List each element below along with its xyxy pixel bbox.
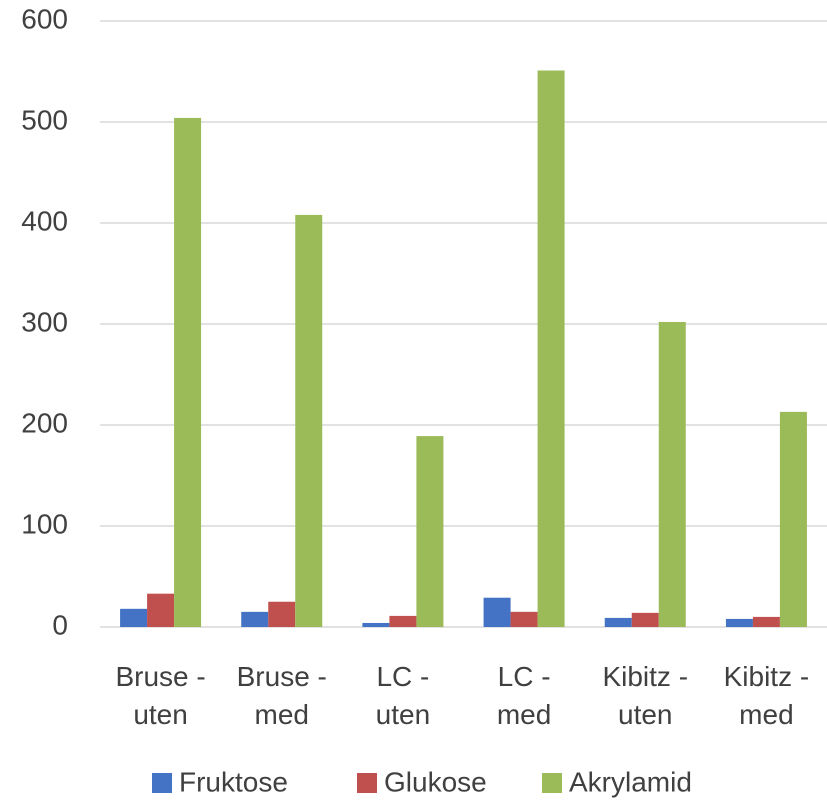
x-tick-label: Bruse - med bbox=[236, 661, 327, 730]
y-tick-label: 500 bbox=[21, 104, 68, 135]
bar bbox=[295, 214, 323, 628]
bar bbox=[658, 321, 686, 627]
bar bbox=[174, 117, 202, 628]
y-tick-label: 400 bbox=[21, 205, 68, 236]
bar bbox=[631, 612, 659, 627]
y-tick-label: 600 bbox=[21, 3, 68, 34]
x-tick-label: Bruse - uten bbox=[115, 661, 206, 730]
bar bbox=[416, 436, 444, 627]
bar bbox=[268, 601, 296, 627]
legend-label: Fruktose bbox=[179, 766, 288, 797]
legend-label: Akrylamid bbox=[569, 766, 692, 797]
bar bbox=[120, 608, 148, 627]
bar bbox=[510, 611, 538, 627]
bar bbox=[389, 615, 417, 627]
y-tick-label: 200 bbox=[21, 407, 68, 438]
y-tick-label: 300 bbox=[21, 306, 68, 337]
legend-swatch bbox=[542, 773, 562, 793]
legend-label: Glukose bbox=[384, 766, 487, 797]
bar bbox=[241, 611, 269, 627]
bar bbox=[483, 597, 511, 627]
legend-swatch bbox=[152, 773, 172, 793]
bar bbox=[147, 593, 175, 627]
bar bbox=[725, 618, 753, 627]
x-tick-label: LC - uten bbox=[375, 661, 431, 730]
bar bbox=[537, 70, 565, 628]
y-tick-label: 100 bbox=[21, 508, 68, 539]
y-tick-label: 0 bbox=[52, 609, 68, 640]
x-tick-label: LC - med bbox=[496, 661, 552, 730]
bar bbox=[362, 622, 390, 627]
bar bbox=[752, 616, 780, 627]
legend-swatch bbox=[357, 773, 377, 793]
bar bbox=[779, 411, 807, 627]
x-tick-label: Kibitz - uten bbox=[602, 661, 689, 730]
bar bbox=[604, 617, 632, 627]
x-tick-label: Kibitz - med bbox=[723, 661, 810, 730]
